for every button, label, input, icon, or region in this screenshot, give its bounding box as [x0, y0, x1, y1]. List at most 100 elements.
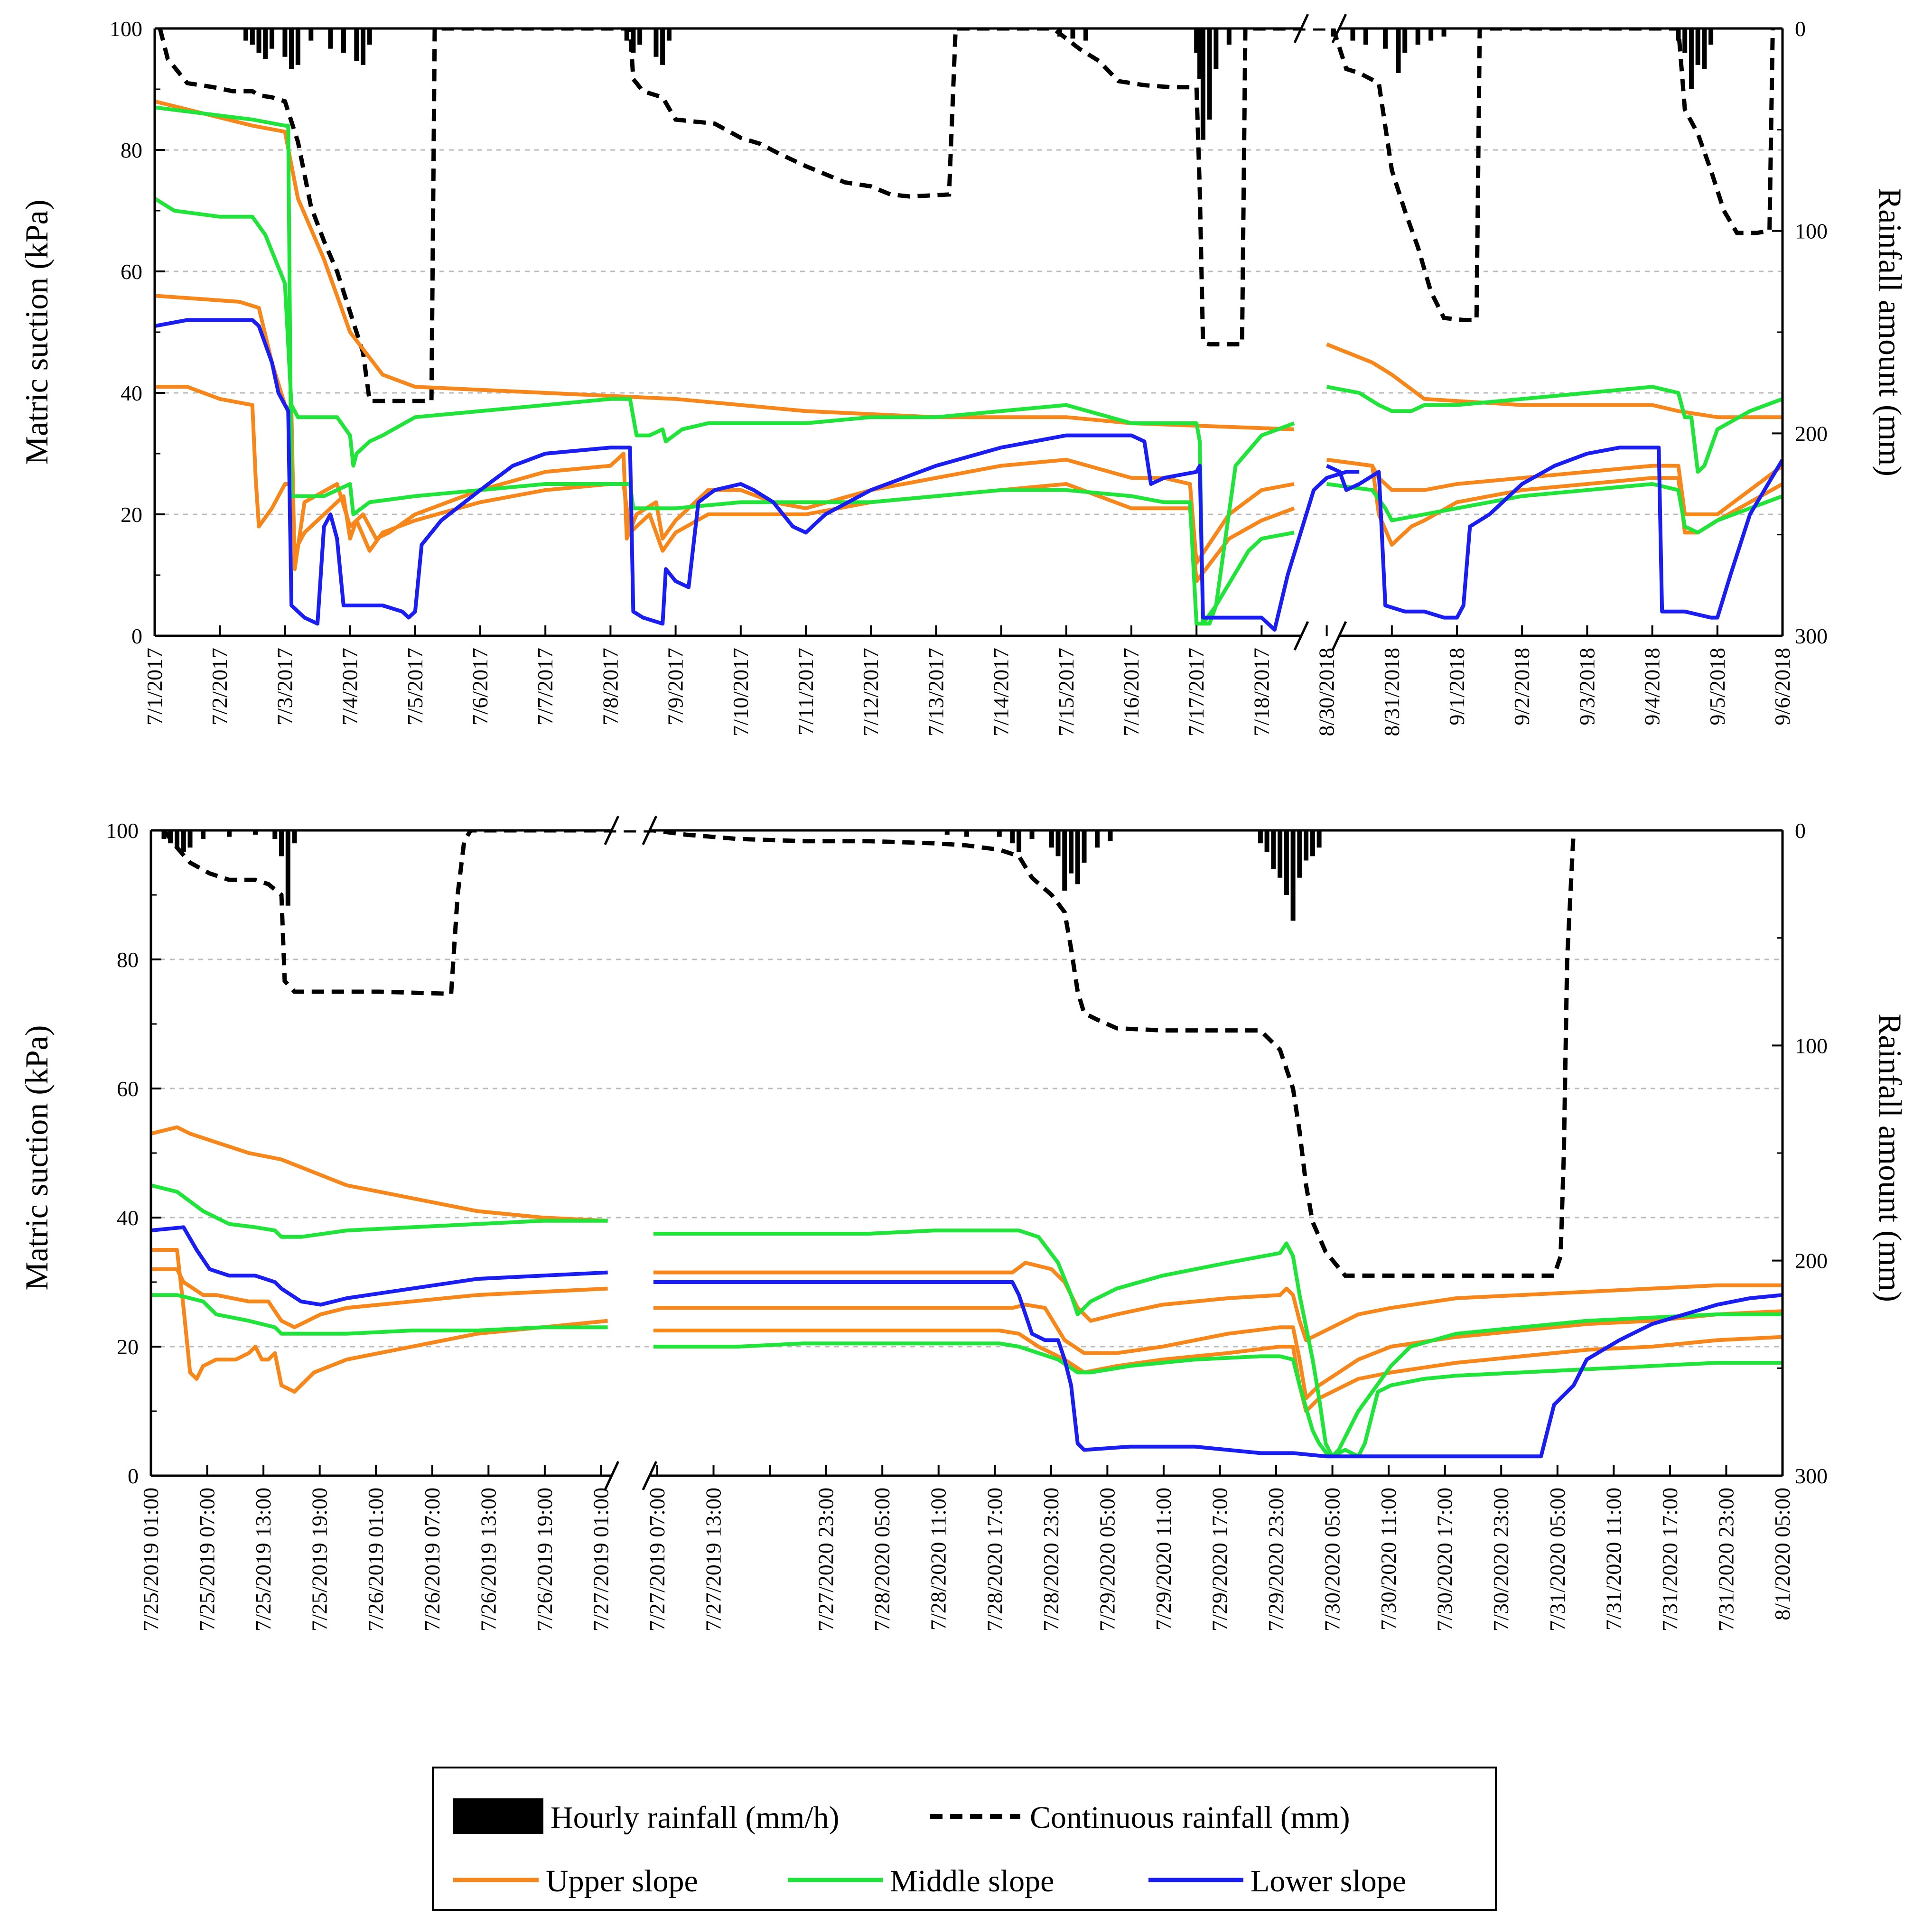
- bottom-y2-tick-labels: 300 200 100 0: [1795, 819, 1828, 1488]
- top-xtick-label: 7/9/2017: [663, 648, 688, 726]
- top-xtick-label: 7/16/2017: [1119, 648, 1143, 736]
- top-series-middle: [1326, 385, 1783, 474]
- top-xtick-label: 9/4/2018: [1640, 648, 1664, 726]
- top-xtick-label: 9/6/2018: [1770, 648, 1794, 726]
- top-series-middle: [155, 197, 1295, 626]
- top-hourly-rain-bar: [243, 28, 249, 41]
- bottom-hourly-rain-bar: [272, 830, 278, 839]
- top-hourly-rain-bar: [354, 28, 359, 61]
- bottom-hourly-rain-bar: [1271, 830, 1276, 869]
- bottom-hourly-rain-bar: [964, 830, 969, 837]
- bottom-hourly-rain-bar: [292, 830, 297, 844]
- top-hourly-rain-bar: [624, 28, 629, 41]
- bottom-continuous-rain-line: [162, 830, 1576, 1278]
- top-xtick-label: 8/31/2018: [1380, 648, 1404, 736]
- top-hourly-rain-bar: [1200, 28, 1205, 140]
- bottom-hourly-rain-bar: [1310, 830, 1315, 856]
- top-y2tick-label: 200: [1795, 421, 1828, 446]
- top-xtick-label: 7/10/2017: [728, 648, 753, 736]
- top-hourly-rain-bar: [308, 28, 314, 41]
- top-xtick-label: 9/2/2018: [1510, 648, 1534, 726]
- top-xtick-label: 7/4/2017: [338, 648, 362, 726]
- bottom-break-mark: [604, 815, 620, 846]
- bottom-xtick-label: 7/31/2020 23:00: [1714, 1488, 1738, 1631]
- top-xtick-label: 7/1/2017: [142, 648, 167, 726]
- legend-hourly-label: Hourly rainfall (mm/h): [551, 1800, 840, 1835]
- bottom-series-upper: [653, 1303, 1783, 1400]
- top-hourly-rain-bar: [1708, 28, 1714, 45]
- bottom-xtick-label: 7/28/2020 11:00: [926, 1488, 951, 1630]
- bottom-hourly-rain-bar: [1017, 830, 1022, 852]
- top-hourly-rain-bar: [1676, 28, 1681, 41]
- top-y2tick-label: 0: [1795, 17, 1806, 41]
- bottom-hourly-rain-bar: [1082, 830, 1087, 863]
- top-xtick-label: 7/3/2017: [272, 648, 297, 726]
- top-ytick-label: 40: [121, 381, 142, 405]
- top-hourly-rain-bar: [653, 28, 659, 57]
- top-xtick-label: 7/18/2017: [1249, 648, 1273, 736]
- bottom-xtick-label: 7/31/2020 05:00: [1545, 1488, 1569, 1631]
- bottom-ytick-label: 0: [128, 1464, 139, 1488]
- top-series-lower: [1325, 446, 1783, 620]
- top-hourly-rain-bar: [263, 28, 268, 59]
- top-hourly-rain-bar: [1350, 28, 1355, 41]
- top-ytick-label: 100: [110, 17, 142, 41]
- top-y2-tick-labels: 300 200 100 0: [1795, 17, 1828, 648]
- top-xtick-label: 9/5/2018: [1705, 648, 1729, 726]
- top-hourly-rain-bar: [637, 28, 643, 45]
- top-break-mark: [1331, 13, 1347, 44]
- bottom-hourly-rain-bar: [285, 830, 290, 906]
- top-hourly-rain-bar: [1695, 28, 1700, 65]
- top-hourly-rain-bar: [256, 28, 261, 53]
- bottom-series-middle: [653, 1228, 1783, 1459]
- top-y2tick-label: 300: [1795, 624, 1828, 648]
- bottom-hourly-rain-bar: [1297, 830, 1302, 878]
- bottom-hourly-rain-bar: [1062, 830, 1067, 891]
- top-hourly-rain-bar: [1428, 28, 1434, 41]
- bottom-y2label: Rainfall amount (mm): [1872, 1014, 1908, 1302]
- bottom-xtick-label: 7/27/2019 01:00: [588, 1488, 613, 1631]
- bottom-hourly-rain-bar: [997, 830, 1002, 837]
- top-series-middle: [1326, 482, 1783, 535]
- top-break-mark: [1293, 13, 1309, 44]
- bottom-series-lower: [653, 1280, 1783, 1459]
- top-xtick-label: 7/5/2017: [403, 648, 427, 726]
- bottom-xtick-label: 7/31/2020 17:00: [1658, 1488, 1682, 1631]
- bottom-xtick-label: 7/27/2019 13:00: [701, 1488, 726, 1631]
- bottom-xtick-label: 7/25/2019 01:00: [139, 1488, 163, 1631]
- top-series-upper: [1326, 342, 1783, 419]
- bottom-hourly-rain-bar: [181, 830, 186, 852]
- bottom-xtick-label: 7/29/2020 11:00: [1151, 1488, 1176, 1630]
- legend-continuous-label: Continuous rainfall (mm): [1030, 1800, 1350, 1835]
- top-hourly-rain-bar: [1213, 28, 1219, 69]
- bottom-hourly-rain-bar: [1029, 830, 1035, 839]
- top-hourly-rain-bar: [631, 28, 636, 53]
- top-ytick-label: 20: [121, 502, 142, 527]
- bottom-series-upper: [151, 1267, 608, 1330]
- bottom-axes: [149, 815, 1784, 1491]
- bottom-xtick-label: 7/31/2020 11:00: [1601, 1488, 1625, 1630]
- legend-frame: [432, 1767, 1497, 1911]
- top-y2label: Rainfall amount (mm): [1872, 188, 1908, 476]
- top-y-tick-labels: 0 20 40 60 80 100: [110, 17, 142, 648]
- bottom-break-mark: [604, 1461, 620, 1491]
- top-xtick-label: 7/14/2017: [989, 648, 1013, 736]
- bottom-hourly-rain-bar: [1278, 830, 1283, 878]
- top-hourly-rain-bar: [1396, 28, 1401, 73]
- bottom-xtick-label: 7/27/2019 07:00: [645, 1488, 669, 1631]
- bottom-series-middle: [151, 1183, 608, 1239]
- top-hourly-rain-bar: [1402, 28, 1408, 53]
- top-hourly-rain-bar: [1083, 28, 1088, 41]
- bottom-xtick-label: 7/26/2019 19:00: [532, 1488, 557, 1631]
- bottom-xtick-label: 7/26/2019 07:00: [420, 1488, 444, 1631]
- top-hourly-rain-bar: [282, 28, 288, 57]
- top-hourly-rain-bar: [328, 28, 333, 49]
- top-hourly-rain-bar: [289, 28, 294, 69]
- top-xtick-label: 8/30/2018: [1315, 648, 1339, 736]
- top-y2tick-label: 100: [1795, 219, 1828, 243]
- bottom-xtick-label: 7/28/2020 05:00: [870, 1488, 894, 1631]
- bottom-xtick-label: 7/28/2020 17:00: [982, 1488, 1007, 1631]
- bottom-hourly-rain-bar: [1258, 830, 1263, 844]
- top-xtick-label: 7/6/2017: [468, 648, 492, 726]
